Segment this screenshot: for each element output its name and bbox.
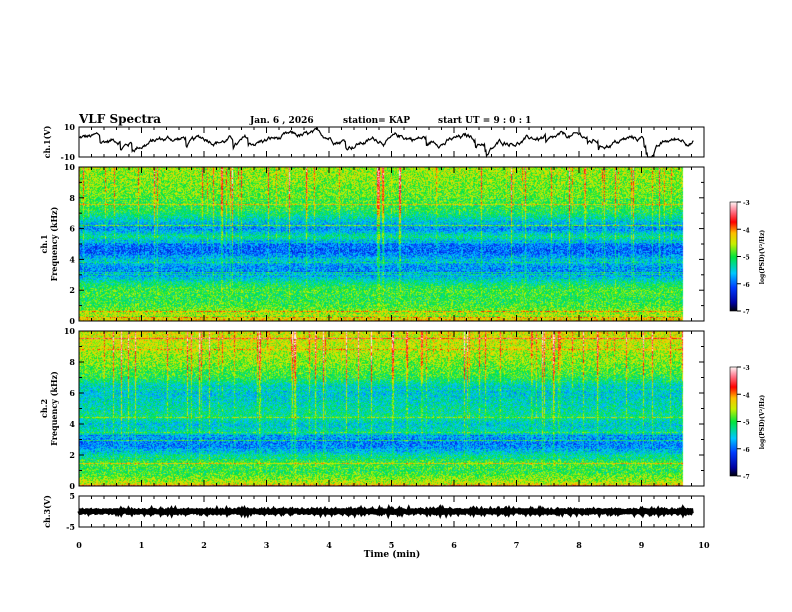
y-tick-label: 6	[69, 224, 75, 234]
y-axis-label: ch.3(V)	[42, 495, 52, 528]
x-tick-label: 2	[201, 540, 207, 550]
y-tick-label: 0	[69, 316, 75, 326]
y-tick-label: 8	[69, 193, 75, 203]
y-tick-label: 0	[69, 481, 75, 491]
y-axis-label: ch.1(V)	[42, 125, 52, 158]
colorbar-label: log(PSD)(V²/Hz)	[759, 230, 766, 285]
y-tick-label: 4	[69, 419, 75, 429]
ch2-spectrogram-frame	[78, 330, 705, 487]
colorbar-tick-label: -6	[743, 447, 750, 454]
colorbar-tick-label: -3	[743, 200, 750, 207]
y-tick-label: 8	[69, 357, 75, 367]
ch2-spectrogram-image	[79, 331, 693, 486]
y-tick-label: 5	[69, 491, 75, 501]
y-tick-label: 2	[69, 285, 75, 295]
ch1-waveform-trace	[78, 126, 694, 159]
colorbar-tick-label: -4	[743, 392, 750, 399]
colorbar-tick-label: -5	[743, 255, 750, 262]
ch3-waveform-trace	[77, 504, 694, 520]
ch1-colorbar	[730, 202, 737, 311]
colorbar-frame	[729, 201, 738, 312]
y-axis-label: ch.1	[39, 234, 49, 253]
y-tick-label: -5	[66, 522, 75, 532]
date-label: Jan. 6 , 2026	[249, 116, 314, 126]
start-time-label: start UT = 9 : 0 : 1	[438, 116, 531, 126]
ch1-spectrogram-image	[79, 167, 693, 321]
x-tick-label: 7	[514, 540, 520, 550]
x-tick-label: 10	[698, 540, 710, 550]
colorbar-tick-label: -5	[743, 420, 750, 427]
y-axis-label: Frequency (kHz)	[49, 371, 59, 446]
y-tick-label: 6	[69, 388, 75, 398]
y-axis-label: ch.2	[39, 399, 49, 418]
ch1-spectrogram-frame	[78, 166, 705, 322]
x-axis-label: Time (min)	[364, 549, 421, 560]
colorbar-tick-label: -7	[743, 474, 750, 481]
y-tick-label: 2	[69, 450, 75, 460]
x-tick-label: 8	[576, 540, 582, 550]
station-label: station= KAP	[343, 116, 410, 126]
x-tick-label: 0	[76, 540, 82, 550]
x-tick-label: 9	[639, 540, 645, 550]
colorbar-frame	[729, 366, 738, 477]
y-tick-label: 10	[64, 122, 76, 132]
colorbar-tick-label: -4	[743, 227, 750, 234]
colorbar-tick-label: -3	[743, 365, 750, 372]
ch2-colorbar	[730, 367, 737, 476]
colorbar-tick-label: -7	[743, 309, 750, 316]
y-axis-label: Frequency (kHz)	[49, 206, 59, 281]
colorbar-label: log(PSD)(V²/Hz)	[759, 395, 766, 450]
y-tick-label: -10	[61, 152, 76, 162]
y-tick-label: 10	[64, 326, 76, 336]
colorbar-tick-label: -6	[743, 282, 750, 289]
x-tick-label: 4	[326, 540, 332, 550]
figure-title: VLF Spectra	[78, 112, 161, 126]
x-tick-label: 1	[139, 540, 145, 550]
y-tick-label: 4	[69, 254, 75, 264]
x-tick-label: 5	[389, 540, 395, 550]
x-tick-label: 6	[451, 540, 457, 550]
y-tick-label: 10	[64, 162, 76, 172]
x-tick-label: 3	[264, 540, 270, 550]
